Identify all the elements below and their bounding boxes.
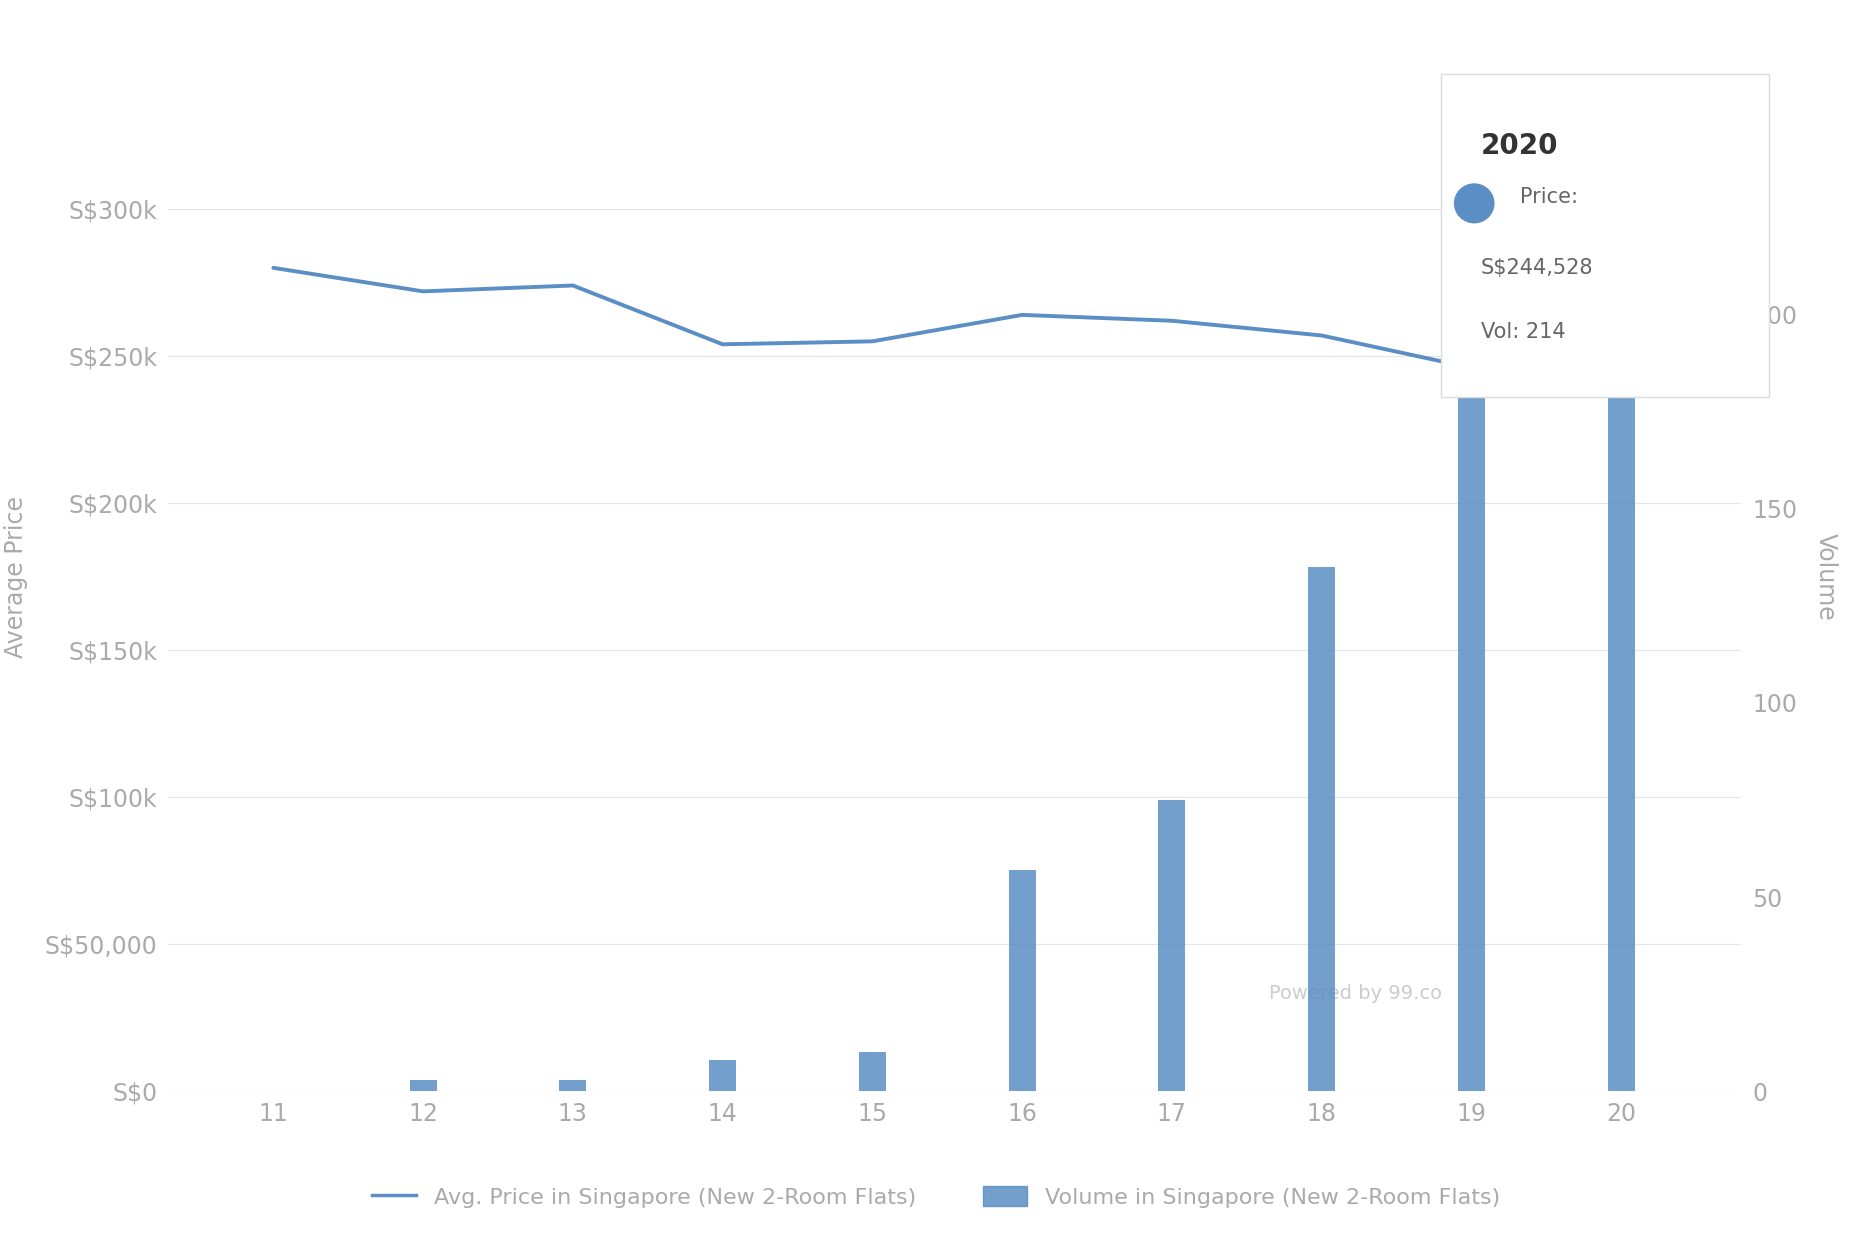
Y-axis label: Volume: Volume bbox=[1814, 533, 1838, 620]
Text: 2020: 2020 bbox=[1481, 133, 1558, 160]
Bar bbox=[560, 1080, 586, 1091]
Bar bbox=[1608, 260, 1634, 1091]
Bar bbox=[410, 1080, 436, 1091]
Y-axis label: Average Price: Average Price bbox=[4, 496, 28, 657]
Bar bbox=[1458, 260, 1484, 1091]
Bar bbox=[1309, 567, 1335, 1091]
Bar bbox=[859, 1053, 885, 1091]
Bar bbox=[1009, 869, 1035, 1091]
Circle shape bbox=[1455, 184, 1494, 223]
Text: Vol: 214: Vol: 214 bbox=[1481, 322, 1565, 342]
Bar bbox=[709, 1060, 736, 1091]
Point bbox=[1606, 362, 1636, 382]
Legend: Avg. Price in Singapore (New 2-Room Flats), Volume in Singapore (New 2-Room Flat: Avg. Price in Singapore (New 2-Room Flat… bbox=[363, 1177, 1509, 1216]
Text: S$244,528: S$244,528 bbox=[1481, 258, 1593, 278]
Bar bbox=[1159, 800, 1185, 1091]
Text: Powered by 99.co: Powered by 99.co bbox=[1269, 983, 1441, 1003]
Text: Price:: Price: bbox=[1520, 187, 1578, 207]
